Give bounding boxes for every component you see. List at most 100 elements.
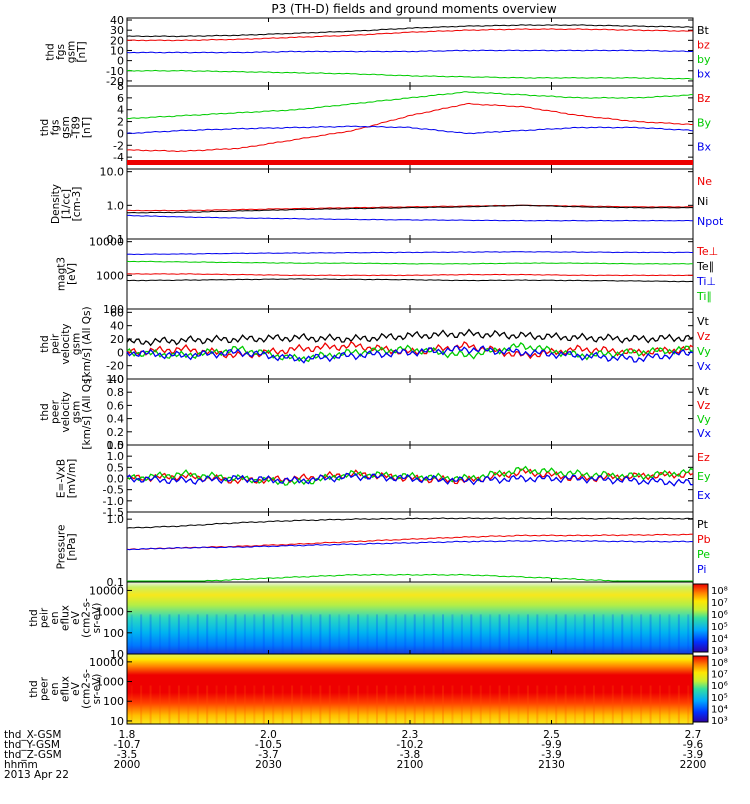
panel-6-ytick-label: 0.5	[107, 461, 125, 474]
xaxis-row-value: -9.6	[683, 739, 704, 751]
panel-0-ylabel-line: thd	[45, 43, 57, 60]
panel-4-legend-Vx: Vx	[697, 360, 712, 373]
xaxis-row-value: 2.7	[685, 729, 702, 741]
panel-2-ylabel: Density[1/cc][cm-3]	[50, 184, 83, 224]
panel-3-ytick-label: 100	[103, 303, 124, 316]
panel-1-ytick-label: 4	[117, 104, 124, 117]
panel-spec-0-ylabel-line: thd	[28, 609, 40, 626]
spectrogram-1-colorbar-label: 10⁴	[711, 704, 728, 715]
panel-5-legend-Vt: Vt	[697, 385, 710, 398]
panel-4-series-Vx	[126, 345, 694, 364]
panel-0-legend-bz: bz	[697, 39, 710, 52]
panel-5-ytick-label: 0.8	[107, 386, 125, 399]
panel-6-legend-Ex: Ex	[697, 489, 711, 502]
panel-0-series-bx	[126, 49, 694, 54]
panel-4-ytick-label: 0	[117, 346, 124, 359]
xaxis-row-value: 2200	[680, 759, 707, 771]
panel-1-series-Bx	[126, 125, 694, 135]
panel-3-series-Te⊥	[126, 273, 694, 277]
figure-title: P3 (TH-D) fields and ground moments over…	[271, 2, 556, 16]
panel-1-legend-By: By	[697, 116, 712, 129]
panel-6-ytick-label: 1.5	[107, 439, 125, 452]
panel-1-ytick-label: 8	[117, 80, 124, 93]
panel-3-series-Ti∥	[126, 260, 693, 265]
panel-1-series-By	[126, 91, 693, 120]
spectrogram-1-colorbar-label: 10⁵	[711, 693, 728, 704]
panel-7-legend-Pi: Pi	[697, 563, 706, 576]
panel-2-frame	[126, 168, 694, 240]
panel-5-ylabel-line: gsm	[71, 401, 83, 423]
panel-5-frame	[126, 378, 694, 446]
panel-1-ylabel-line: [nT]	[81, 117, 93, 138]
panel-spec-1-ylabel-line: peer	[39, 676, 51, 701]
panel-5-ylabel-line: velocity	[60, 391, 72, 432]
panel-1-legend-Bx: Bx	[697, 141, 712, 154]
panel-2-legend-Npot: Npot	[697, 215, 724, 228]
xaxis-row-label: thd_X-GSM	[4, 729, 61, 741]
panel-4-ytick-label: -20	[106, 360, 124, 373]
panel-spec-1-ylabel-line: eflux	[60, 676, 72, 702]
spectrogram-1-colorbar-label: 10³	[711, 716, 728, 727]
panel-6-series-Ey	[126, 465, 694, 486]
xaxis-row-value: 2130	[538, 759, 565, 771]
spectrogram-1-colorbar-label: 10⁷	[711, 670, 728, 681]
spectrogram-0-image	[127, 582, 693, 654]
panel-5-ytick-label: 0.2	[107, 426, 125, 439]
panel-spec-0-ylabel-line: eV	[70, 610, 82, 624]
panel-3-ylabel-line: magt3	[56, 257, 68, 291]
xaxis-row-label: thd_Z-GSM	[4, 749, 62, 761]
panel-7-ytick-label: 0.1	[107, 576, 125, 589]
panel-0-ytick-label: 10	[110, 44, 124, 57]
panel-spec-1-ylabel-line: eV	[70, 681, 82, 695]
panel-1-ytick-label: 0	[117, 127, 124, 140]
spectrogram-0-colorbar-label: 10⁴	[711, 634, 728, 645]
panel-4-ylabel-line: peir	[50, 333, 62, 354]
xaxis-date: 2013 Apr 22	[4, 769, 69, 781]
panel-3-series-Te∥	[126, 278, 694, 283]
panel-4-ytick-label: 60	[110, 306, 124, 319]
panel-7-legend-Pe: Pe	[697, 548, 710, 561]
spectrogram-1-ytick-label: 10	[110, 715, 124, 728]
panel-4-legend-Vy: Vy	[697, 345, 711, 358]
panel-1-ytick-label: 2	[117, 116, 124, 129]
panel-6-ytick-label: -0.5	[103, 484, 124, 497]
xaxis-row-value: -10.2	[396, 739, 423, 751]
panel-6-ylabel-line: [mV/m]	[66, 459, 78, 498]
xaxis-row-value: 2.5	[543, 729, 560, 741]
panel-7-series-Pi	[126, 539, 694, 551]
panel-0-ytick-label: -10	[106, 65, 124, 78]
panel-7-ylabel: Pressure[nPa]	[56, 525, 79, 570]
panel-1-ytick-label: 6	[117, 92, 124, 105]
panel-6-ytick-label: -1.5	[103, 506, 124, 519]
panel-1-ytick-label: -4	[113, 151, 124, 164]
panel-7-series-Pt	[126, 517, 694, 529]
panel-spec-0-ylabel-line: sr-eV)	[91, 603, 103, 634]
panel-5-legend-Vz: Vz	[697, 399, 711, 412]
panel-spec-1-ylabel-line: thd	[28, 680, 40, 697]
panel-0-ytick-label: 20	[110, 34, 124, 47]
panel-0-ytick-label: 40	[110, 14, 124, 27]
panel-4-ytick-label: -40	[106, 373, 124, 386]
spectrogram-0-colorbar-label: 10⁸	[711, 586, 728, 597]
panel-spec-0-ylabel-line: (cm2-s-	[81, 598, 93, 638]
panel-4-series-Vy	[126, 341, 694, 363]
panel-0-legend-Bt: Bt	[697, 24, 710, 37]
xaxis-row-value: -10.7	[113, 739, 140, 751]
panel-3-legend-Ti⊥: Ti⊥	[696, 275, 716, 288]
panel-6-ytick-label: 1.0	[107, 450, 125, 463]
panel-0-ytick-label: 30	[110, 24, 124, 37]
panel-3-legend-Te⊥: Te⊥	[696, 245, 718, 258]
xaxis-row-value: -3.5	[117, 749, 138, 761]
panel-3-ylabel: magt3[eV]	[56, 257, 79, 291]
panel-5-ytick-label: 0.4	[107, 413, 125, 426]
panel-spec-0-ylabel-line: eflux	[60, 605, 72, 631]
xaxis-row-label: thd_Y-GSM	[4, 739, 60, 751]
xaxis-row-value: 2.0	[260, 729, 277, 741]
xaxis-row-value: 2030	[255, 759, 282, 771]
panel-0-ylabel-line: [nT]	[76, 41, 88, 62]
